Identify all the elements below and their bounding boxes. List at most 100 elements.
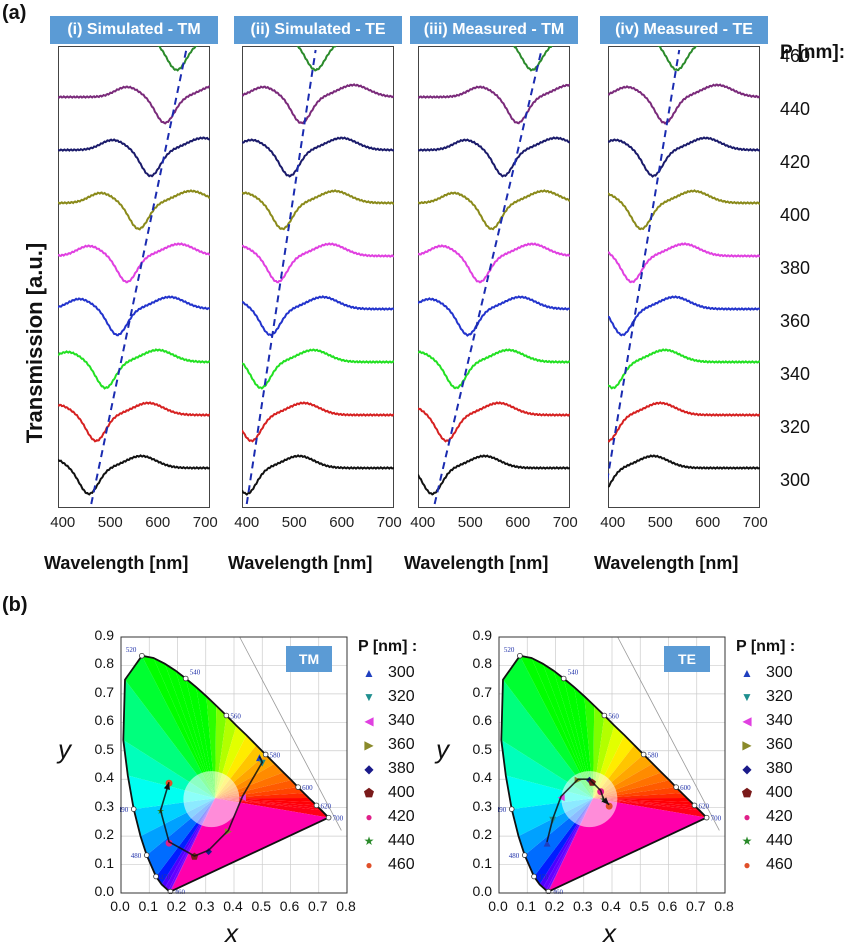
gamut-segment: [574, 687, 594, 799]
x-tick-label: 0.4: [223, 898, 243, 914]
spectrum-line: [418, 454, 570, 496]
legend-marker-icon: ★: [741, 834, 753, 848]
legend-marker-icon: ▲: [741, 666, 753, 680]
x-tick-label: 400: [50, 514, 76, 531]
spectrum-line: [418, 189, 570, 231]
spectrum-line: [608, 454, 760, 488]
legend-label: 360: [766, 736, 793, 753]
locus-label: 470: [160, 874, 171, 882]
legend-item: ◀ 340: [358, 710, 415, 732]
data-point: ●: [605, 801, 613, 811]
locus-label: 460: [552, 889, 563, 894]
locus-marker: [325, 814, 332, 821]
trajectory-arrow: [546, 778, 610, 842]
locus-label: 620: [320, 802, 331, 810]
legend-marker-icon: ◆: [742, 762, 752, 776]
x-tick-label: 0.6: [279, 898, 300, 914]
x-tick-label: 0.4: [601, 898, 621, 914]
gamut-segment: [124, 655, 216, 799]
spectrum-line: [418, 295, 570, 337]
spectrum-line: [608, 189, 760, 231]
legend-marker-icon: ●: [743, 810, 751, 824]
locus-label: 600: [302, 784, 313, 792]
diagonal-line: [239, 636, 342, 831]
legend-label: 380: [766, 760, 793, 777]
diagonal-line: [617, 636, 720, 831]
gamut-segment: [501, 679, 594, 799]
period-title: P [nm]:: [780, 42, 846, 63]
x-tick-label: 0.1: [138, 898, 158, 914]
x-tick-label: 400: [234, 514, 260, 531]
gamut-segment: [164, 663, 216, 799]
spectrum-line: [608, 136, 760, 178]
x-tick-label: 0.1: [516, 898, 536, 914]
legend-marker-icon: ◀: [742, 714, 752, 728]
legend-label: 440: [766, 832, 793, 849]
legend-label: 400: [388, 784, 415, 801]
x-tick-label: 500: [281, 514, 307, 531]
gamut-segment: [519, 655, 594, 799]
arrow-head: [601, 797, 610, 805]
subplot-title: (iii) Measured - TM: [410, 16, 578, 44]
spectrum-line: [157, 46, 199, 72]
plot-frame: [608, 46, 760, 508]
spectra-plot: [608, 46, 760, 508]
spectrum-line: [242, 83, 394, 125]
y-tick-label: 0.2: [94, 826, 114, 843]
spectrum-line: [418, 83, 570, 125]
y-tick-label: 0.1: [472, 854, 492, 871]
legend-item: ★ 440: [358, 830, 415, 852]
x-tick-label: 0.8: [714, 898, 734, 914]
spectrum-line: [58, 189, 210, 231]
gamut-segment: [215, 798, 329, 818]
locus-label: 620: [698, 802, 709, 810]
y-tick-label: 0.8: [94, 655, 114, 672]
legend-item: ● 460: [358, 854, 415, 876]
data-point: ●: [165, 838, 173, 848]
locus-marker: [703, 814, 710, 821]
y-tick-label: 0.9: [472, 627, 492, 643]
white-point-glow: [183, 771, 240, 828]
legend-item: ▼ 320: [736, 686, 793, 708]
locus-marker: [223, 712, 230, 719]
spectrum-line: [58, 136, 210, 178]
spectrum-line: [512, 46, 553, 72]
spectra-plot: [418, 46, 570, 508]
legend-label: 380: [388, 760, 415, 777]
gamut-segment: [502, 655, 594, 799]
legend-label: 440: [388, 832, 415, 849]
legend-item: ★ 440: [736, 830, 793, 852]
locus-marker: [295, 784, 301, 790]
spectrum-line: [418, 242, 570, 284]
legend-label: 460: [388, 856, 415, 873]
locus-marker: [143, 852, 150, 858]
spectrum-line: [608, 83, 760, 125]
legend-label: 320: [766, 688, 793, 705]
legend-title: P [nm] :: [358, 638, 418, 655]
y-tick-label: 0.0: [472, 883, 492, 899]
legend-label: 300: [388, 664, 415, 681]
x-tick-label: 0.3: [195, 898, 215, 914]
legend-title: P [nm] :: [736, 638, 796, 655]
legend-label: 420: [388, 808, 415, 825]
legend-marker-icon: ◀: [364, 714, 374, 728]
y-tick-label: 0.6: [94, 712, 114, 729]
locus-label: 480: [131, 852, 142, 860]
x-tick-label: 0.0: [488, 898, 508, 914]
legend-label: 460: [766, 856, 793, 873]
dip-trend-line: [90, 49, 188, 505]
y-tick-label: 0.0: [94, 883, 114, 899]
locus-label: 700: [333, 815, 344, 823]
data-point: ▶: [225, 827, 232, 837]
legend-item: ◆ 380: [736, 758, 793, 780]
gamut-segment: [593, 798, 695, 806]
x-tick-label: 0.2: [166, 898, 187, 914]
white-point-glow: [561, 771, 618, 828]
plot-frame: [242, 46, 394, 508]
legend-label: 340: [388, 712, 415, 729]
locus-marker: [313, 802, 320, 809]
x-tick-label: 600: [505, 514, 531, 531]
x-tick-label: 0.2: [544, 898, 565, 914]
gamut-segment: [153, 658, 216, 799]
locus-label: 490: [120, 806, 129, 814]
